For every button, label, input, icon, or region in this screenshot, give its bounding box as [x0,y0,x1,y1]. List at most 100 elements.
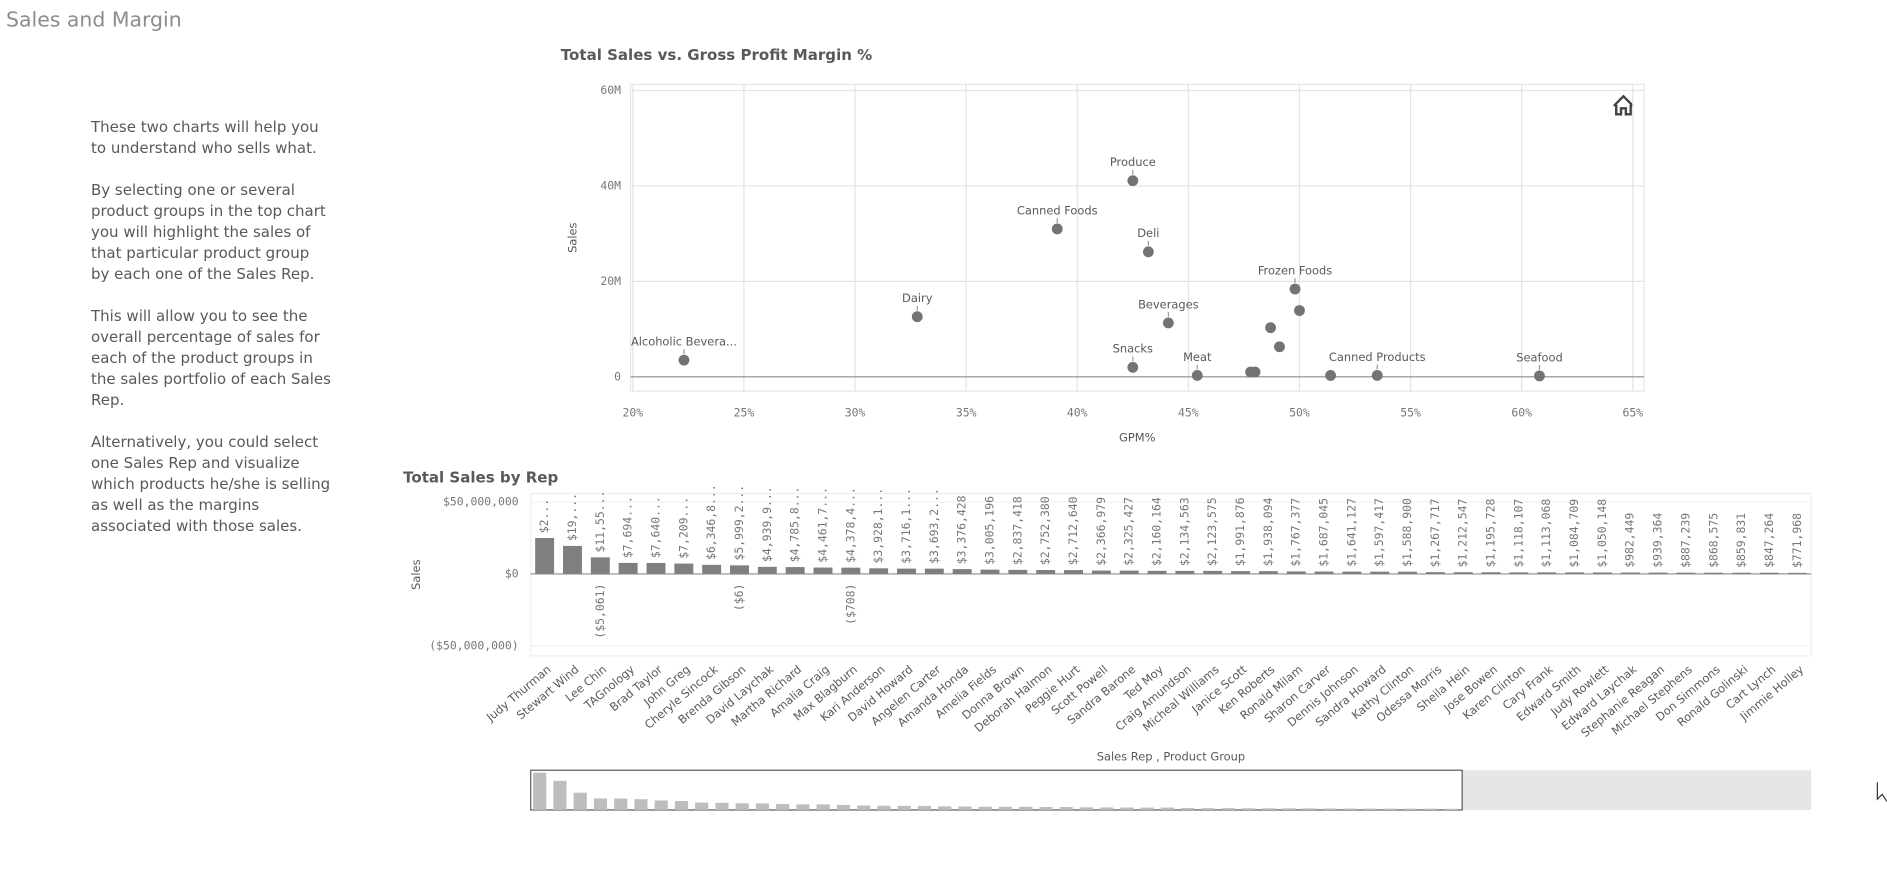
value-label: $1,050,148 [1595,499,1609,568]
x-tick-label: 40% [1067,405,1088,419]
navigator-bar [1140,807,1154,810]
value-label: $868,575 [1706,513,1720,568]
x-tick-label: 60% [1511,405,1532,419]
bar [1286,571,1306,574]
x-axis-title: Sales Rep , Product Group [1097,749,1245,763]
bar [1676,572,1696,574]
point [1191,369,1203,381]
value-label: $1,212,547 [1456,499,1470,568]
value-label: $2,366,979 [1094,497,1108,566]
navigator-bar [1201,808,1215,810]
navigator-bar [917,805,932,810]
bar [702,564,722,574]
y-tick-label: $50,000,000 [443,495,519,509]
point [911,311,923,323]
navigator-bar [1079,807,1094,810]
navigator-bar [978,806,992,810]
description-paragraph: This will allow you to see the overall p… [91,307,331,409]
value-label: $982,449 [1623,513,1637,568]
value-label: $7,640... [648,496,662,558]
description: These two charts will help you to unders… [91,117,331,558]
point-label: Canned Foods [1017,203,1098,217]
x-tick-label: 35% [956,405,977,419]
value-label: $1,938,094 [1261,497,1275,566]
navigator-bar [1383,808,1397,810]
navigator-bar [715,802,729,810]
value-label: $4,939,9... [760,486,774,562]
value-label: $3,693,2... [927,488,941,564]
value-label: $7,209... [676,497,690,559]
point-label: Beverages [1138,297,1199,311]
navigator-bar [1262,808,1276,810]
bar [1592,572,1612,574]
y-tick-label: $0 [505,566,519,580]
bar [1175,570,1195,574]
home-button[interactable] [1612,94,1634,116]
value-label: $1,267,717 [1428,498,1442,567]
navigator-bar [796,804,810,810]
navigator-bar [938,806,952,810]
value-label: $3,376,428 [955,495,969,564]
y-tick-label: 60M [600,83,621,97]
x-tick-label: 50% [1289,405,1310,419]
point [1289,283,1301,295]
navigator-bar [1444,808,1458,810]
navigator-bar [1059,807,1073,810]
bar [841,573,861,575]
x-tick-label: 65% [1622,405,1643,419]
value-label: $939,364 [1651,513,1665,568]
value-label: $4,461,7... [815,487,829,563]
value-label: $7,694... [621,496,635,558]
description-paragraph: Alternatively, you could select one Sale… [91,433,331,535]
point [1249,366,1261,378]
x-tick-label: 25% [734,405,755,419]
value-label: $1,687,045 [1317,498,1331,567]
bar [1481,572,1501,574]
x-tick-label: 45% [1178,405,1199,419]
value-label: $2,712,640 [1066,496,1080,565]
point [1162,317,1174,329]
value-label: ($5,061) [593,584,607,639]
bar [1398,571,1418,574]
point-label: Dairy [902,291,933,305]
value-label: $1,597,417 [1372,498,1386,567]
value-label: $11,55... [593,491,607,553]
bar [924,568,944,574]
bar [1787,572,1807,574]
value-label: $3,928,1... [871,488,885,564]
bar [535,538,555,574]
navigator-bar [836,804,851,810]
navigator-bar [695,802,709,810]
bar [590,557,610,574]
x-axis-title: GPM% [1119,431,1156,445]
bar [730,565,749,574]
bar [841,567,861,574]
bar [730,573,749,575]
value-label: ($708) [843,584,857,625]
value-label: $1,588,900 [1400,498,1414,567]
y-axis-title: Sales [565,222,579,252]
plot-area [630,83,1645,392]
value-label: $1,084,709 [1567,499,1581,568]
point [678,354,690,366]
bar [1091,570,1111,574]
bar [1064,570,1083,574]
y-tick-label: 0 [614,369,621,383]
value-label: $2,160,164 [1150,497,1164,566]
navigator-bar [958,806,972,810]
bar [1119,570,1139,574]
point-label: Frozen Foods [1258,263,1332,277]
bar [813,567,833,574]
navigator-bar [1160,807,1175,810]
bar [1370,571,1390,574]
point-label: Seafood [1516,350,1563,364]
value-label: $4,378,4... [843,487,857,563]
scroll-navigator[interactable] [530,769,1812,811]
bar [563,545,582,574]
navigator-bar [1241,808,1256,810]
navigator-bar [553,780,567,810]
y-tick-label: 40M [600,178,621,192]
bar [1509,572,1529,574]
navigator-bar [674,800,689,810]
